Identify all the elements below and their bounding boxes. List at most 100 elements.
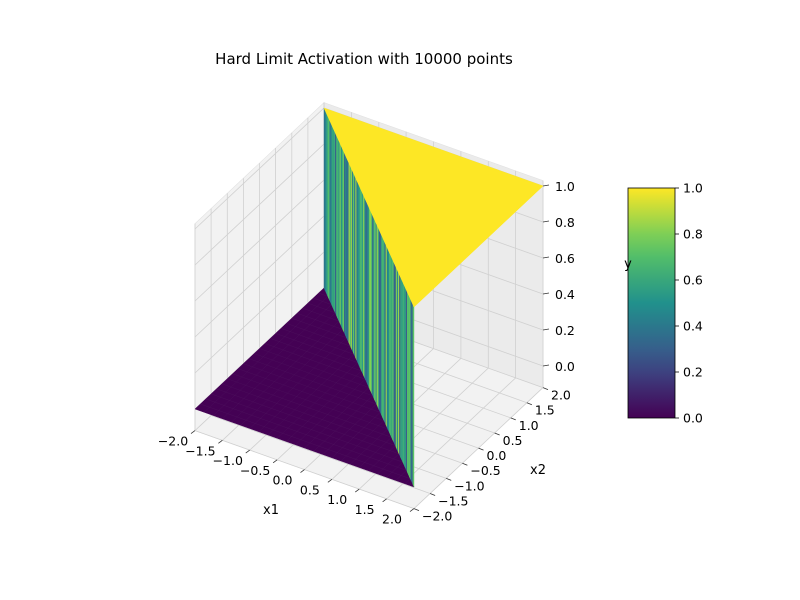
colorbar-tick-label: 0.6 bbox=[683, 273, 703, 288]
surface-mesh-line bbox=[277, 362, 358, 439]
y-tick-label: −1.5 bbox=[438, 493, 468, 508]
surface-mesh-line bbox=[264, 343, 366, 380]
y-tick-mark bbox=[510, 417, 516, 421]
colorbar: 0.0 0.2 0.4 0.6 0.8 1.0 bbox=[627, 181, 703, 426]
x-tick-mark bbox=[190, 430, 196, 434]
x-tick-label: 2.0 bbox=[382, 512, 402, 527]
chart-title: Hard Limit Activation with 10000 points bbox=[215, 50, 513, 68]
x-tick-label: −1.0 bbox=[213, 453, 243, 468]
y-tick-mark bbox=[494, 432, 500, 436]
surface-mesh-line bbox=[237, 368, 385, 421]
surface-mesh-line bbox=[313, 395, 373, 452]
surface-mesh-line bbox=[377, 453, 400, 475]
colorbar-tick-label: 1.0 bbox=[683, 181, 703, 196]
y-tick-label: 0.0 bbox=[487, 448, 507, 463]
colorbar-bar bbox=[627, 187, 676, 419]
y-tick-label: 1.5 bbox=[535, 403, 555, 418]
y-tick-label: 0.5 bbox=[503, 433, 523, 448]
x-tick-mark bbox=[327, 479, 333, 483]
surface-mesh-line bbox=[350, 428, 388, 465]
surface-mesh-line bbox=[243, 363, 381, 413]
x-axis-label: x1 bbox=[263, 503, 279, 518]
y-tick-label: −2.0 bbox=[422, 509, 452, 524]
y-tick-mark bbox=[462, 462, 468, 466]
surface-mesh-line bbox=[295, 379, 366, 445]
surface-mesh-line bbox=[200, 403, 411, 479]
surface-mesh-line bbox=[248, 358, 377, 405]
surface-mesh-line bbox=[291, 318, 347, 338]
y-tick-mark bbox=[413, 508, 420, 511]
surface-mesh-line bbox=[286, 370, 362, 442]
y-tick-label: 2.0 bbox=[551, 388, 571, 403]
x-tick-mark bbox=[245, 449, 250, 454]
surface-mesh-line bbox=[258, 345, 351, 432]
z-tick-label: 1.0 bbox=[555, 179, 575, 194]
colorbar-tick-label: 0.0 bbox=[683, 411, 703, 426]
surface-mesh-line bbox=[395, 470, 407, 481]
y-tick-mark bbox=[429, 493, 436, 496]
y-tick-mark bbox=[478, 447, 484, 451]
z-tick-mark bbox=[542, 220, 550, 223]
z-tick-label: 0.8 bbox=[555, 215, 575, 230]
x-tick-mark bbox=[300, 469, 305, 473]
colorbar-tick-label: 0.8 bbox=[683, 227, 703, 242]
surface-mesh-line bbox=[322, 403, 377, 455]
x-tick-label: 0.0 bbox=[273, 473, 293, 488]
x-tick-mark bbox=[218, 440, 223, 444]
z-tick-mark bbox=[542, 292, 550, 295]
surface-mesh-line bbox=[232, 373, 388, 430]
surface-mesh-line bbox=[270, 338, 362, 372]
surface-mesh-line bbox=[313, 297, 332, 305]
surface-mesh-line bbox=[318, 292, 328, 297]
surface-step-strip bbox=[412, 304, 415, 488]
z-axis-label: y bbox=[624, 257, 632, 272]
surface-plot bbox=[194, 107, 544, 488]
x-tick-label: 0.5 bbox=[300, 482, 320, 497]
z-tick-mark bbox=[542, 328, 550, 331]
surface-mesh-line bbox=[221, 383, 396, 446]
z-tick-label: 0.2 bbox=[555, 323, 575, 338]
z-tick-label: 0.0 bbox=[555, 359, 575, 374]
surface-mesh-line bbox=[286, 323, 351, 347]
surface-mesh-line bbox=[275, 333, 358, 363]
surface-mesh-line bbox=[297, 313, 343, 330]
surface-mesh-line bbox=[211, 393, 403, 463]
y-tick-label: −0.5 bbox=[470, 463, 500, 478]
x-tick-label: −2.0 bbox=[158, 434, 188, 449]
y-tick-label: −1.0 bbox=[454, 478, 484, 493]
gridline-y bbox=[210, 208, 431, 494]
surface-mesh-line bbox=[240, 329, 343, 426]
z-tick-mark bbox=[542, 364, 550, 367]
axis-ticks: −2.0−1.5−1.0−0.50.00.51.01.52.0 −2.0−1.5−… bbox=[158, 179, 575, 527]
surface-mesh-line bbox=[386, 462, 403, 478]
surface-mesh-line bbox=[302, 308, 340, 322]
surface-high-plateau bbox=[323, 107, 544, 308]
surface-mesh-line bbox=[359, 437, 392, 468]
surface-mesh-line bbox=[280, 328, 355, 355]
z-tick-label: 0.6 bbox=[555, 251, 575, 266]
surface-mesh-line bbox=[259, 348, 370, 388]
surface-mesh-line bbox=[304, 387, 370, 449]
x-tick-mark bbox=[382, 498, 387, 503]
x-tick-label: 1.0 bbox=[327, 492, 347, 507]
surface-mesh-line bbox=[254, 353, 373, 396]
surface-mesh-line bbox=[404, 478, 411, 484]
x-tick-label: −0.5 bbox=[240, 463, 270, 478]
surface-mesh-line bbox=[340, 420, 385, 462]
z-tick-mark bbox=[542, 256, 550, 259]
surface-mesh-line bbox=[368, 445, 396, 471]
surface-mesh-line bbox=[307, 302, 336, 314]
y-tick-mark bbox=[446, 477, 452, 481]
x-tick-label: −1.5 bbox=[185, 443, 215, 458]
y-tick-mark bbox=[526, 402, 533, 406]
surface-mesh-line bbox=[222, 312, 336, 419]
x-tick-mark bbox=[355, 488, 360, 493]
x-tick-mark bbox=[409, 508, 415, 512]
y-tick-label: 1.0 bbox=[519, 418, 539, 433]
y-tick-mark bbox=[542, 387, 549, 390]
x-tick-label: 1.5 bbox=[355, 502, 375, 517]
z-tick-label: 0.4 bbox=[555, 287, 575, 302]
x-tick-mark bbox=[272, 459, 278, 464]
surface-mesh-line bbox=[204, 296, 328, 413]
